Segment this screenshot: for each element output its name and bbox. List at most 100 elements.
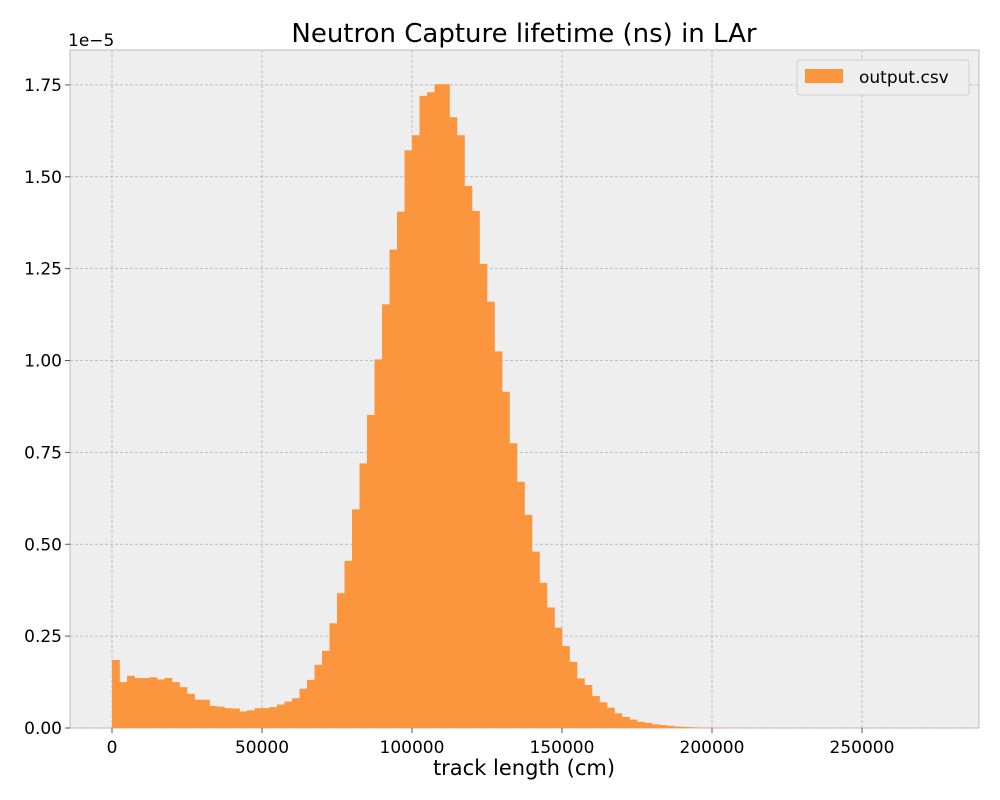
- histogram-bar: [299, 688, 308, 728]
- x-axis-label: track length (cm): [433, 756, 615, 780]
- legend: output.csv: [796, 59, 970, 96]
- histogram-bar: [307, 679, 315, 728]
- histogram-bar: [419, 95, 428, 729]
- histogram-bar: [472, 210, 480, 728]
- histogram-bar: [374, 359, 383, 728]
- histogram-bar: [509, 443, 518, 728]
- histogram-bar: [457, 135, 465, 729]
- histogram-bar: [674, 726, 683, 728]
- histogram-bar: [172, 682, 180, 728]
- histogram-bar: [269, 707, 278, 728]
- histogram-bar: [547, 607, 555, 728]
- histogram-bar: [599, 702, 608, 728]
- histogram-bar: [194, 699, 203, 728]
- histogram-bar: [337, 593, 345, 728]
- histogram-bar: [464, 185, 473, 729]
- y-tick-label: 0.50: [24, 535, 62, 555]
- histogram-bar: [517, 481, 525, 728]
- histogram-bar: [479, 263, 488, 728]
- histogram-bar: [164, 678, 173, 728]
- histogram-bar: [134, 678, 143, 728]
- histogram-bar: [187, 693, 195, 728]
- histogram-bar: [494, 351, 503, 728]
- histogram-bar: [322, 650, 330, 728]
- x-tick-label: 0: [107, 738, 118, 758]
- histogram-bar: [592, 696, 600, 728]
- histogram-bar: [157, 679, 165, 728]
- histogram-bar: [607, 707, 615, 728]
- histogram-bar: [577, 678, 585, 728]
- y-tick-label: 1.50: [24, 168, 62, 188]
- histogram-bar: [344, 560, 353, 728]
- histogram-bars: [112, 84, 750, 729]
- histogram-bar: [502, 391, 510, 728]
- histogram-bar: [352, 509, 360, 728]
- histogram-bar: [412, 135, 420, 729]
- histogram-bar: [389, 249, 398, 729]
- histogram-bar: [449, 117, 458, 728]
- histogram-bar: [254, 708, 263, 728]
- y-tick-label: 1.25: [24, 260, 62, 280]
- x-tick-label: 250000: [830, 738, 895, 758]
- histogram-bar: [614, 713, 623, 728]
- histogram-bar: [659, 725, 668, 728]
- histogram-bar: [539, 582, 548, 728]
- histogram-bar: [682, 726, 690, 728]
- histogram-bar: [224, 708, 233, 728]
- legend-swatch: [805, 69, 843, 83]
- histogram-bar: [119, 682, 128, 728]
- histogram-bar: [142, 678, 150, 728]
- histogram-bar: [427, 92, 435, 729]
- histogram-bar: [652, 724, 660, 728]
- histogram-bar: [434, 84, 443, 729]
- histogram-bar: [247, 710, 255, 728]
- x-tick-label: 150000: [530, 738, 595, 758]
- histogram-bar: [637, 721, 645, 728]
- x-tick-label: 200000: [680, 738, 745, 758]
- histogram-bar: [569, 661, 578, 728]
- histogram-bar: [667, 725, 675, 728]
- legend-box: [796, 59, 970, 96]
- histogram-bar: [689, 727, 698, 728]
- histogram-bar: [554, 627, 563, 728]
- histogram-bar: [359, 463, 368, 728]
- histogram-bar: [292, 698, 300, 728]
- histogram-bar: [112, 660, 120, 728]
- histogram-bar: [487, 301, 495, 728]
- chart-title: Neutron Capture lifetime (ns) in LAr: [291, 19, 757, 49]
- histogram-bar: [644, 722, 653, 728]
- x-tick-label: 100000: [380, 738, 445, 758]
- histogram-bar: [532, 551, 540, 728]
- histogram-bar: [262, 708, 270, 728]
- legend-label: output.csv: [859, 68, 949, 88]
- histogram-bar: [367, 414, 375, 728]
- x-axis-ticks: 0 50000 100000 150000 200000 250000: [107, 728, 895, 758]
- histogram-bar: [314, 664, 323, 728]
- histogram-bar: [629, 719, 638, 728]
- x-tick-label: 50000: [235, 738, 289, 758]
- y-tick-label: 1.00: [24, 352, 62, 372]
- y-tick-label: 0.25: [24, 627, 62, 647]
- histogram-bar: [209, 705, 218, 728]
- histogram-bar: [622, 716, 630, 728]
- histogram-bar: [149, 677, 158, 728]
- histogram-bar: [442, 84, 450, 729]
- y-axis-offset-label: 1e−5: [68, 31, 114, 51]
- histogram-bar: [239, 711, 248, 728]
- histogram-bar: [127, 675, 135, 728]
- histogram-bar: [284, 701, 293, 728]
- histogram-bar: [397, 211, 405, 729]
- histogram-bar: [179, 687, 188, 728]
- y-tick-label: 0.00: [24, 719, 62, 739]
- histogram-bar: [232, 708, 240, 728]
- histogram-bar: [277, 704, 285, 728]
- histogram-bar: [382, 304, 390, 728]
- histogram-bar: [202, 699, 210, 728]
- histogram-bar: [584, 685, 593, 728]
- histogram-bar: [404, 150, 413, 728]
- y-tick-label: 1.75: [24, 76, 62, 96]
- histogram-bar: [562, 646, 570, 728]
- histogram-bar: [524, 514, 533, 728]
